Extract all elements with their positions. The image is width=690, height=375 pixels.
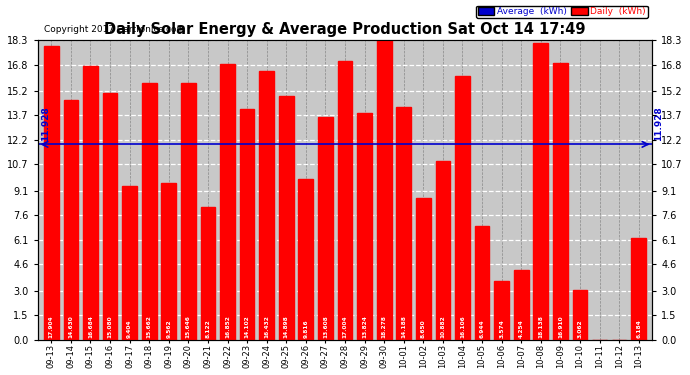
Bar	[103, 93, 117, 340]
Bar	[377, 40, 391, 340]
Text: 3.062: 3.062	[578, 320, 582, 338]
Text: 17.904: 17.904	[49, 315, 54, 338]
Bar	[161, 183, 176, 340]
Text: 15.080: 15.080	[108, 315, 112, 338]
Text: 16.106: 16.106	[460, 315, 465, 338]
Bar	[494, 281, 509, 340]
Legend: Average  (kWh), Daily  (kWh): Average (kWh), Daily (kWh)	[476, 6, 648, 18]
Bar	[181, 84, 196, 340]
Text: 10.882: 10.882	[440, 315, 446, 338]
Text: 18.138: 18.138	[538, 315, 543, 338]
Text: 6.944: 6.944	[480, 320, 484, 338]
Bar	[396, 107, 411, 340]
Text: 9.562: 9.562	[166, 320, 171, 338]
Bar	[63, 100, 78, 340]
Bar	[201, 207, 215, 340]
Bar	[435, 162, 451, 340]
Bar	[455, 76, 470, 340]
Bar	[122, 186, 137, 340]
Bar	[239, 109, 255, 340]
Text: 18.278: 18.278	[382, 315, 386, 338]
Bar	[299, 179, 313, 340]
Bar	[631, 238, 646, 340]
Bar	[553, 63, 568, 340]
Text: 17.004: 17.004	[342, 315, 348, 338]
Bar	[259, 70, 274, 340]
Text: 16.910: 16.910	[558, 315, 563, 338]
Text: 16.432: 16.432	[264, 315, 269, 338]
Bar	[318, 117, 333, 340]
Bar	[475, 226, 489, 340]
Text: 14.102: 14.102	[244, 315, 250, 338]
Text: Copyright 2017 Cartronics.com: Copyright 2017 Cartronics.com	[43, 25, 185, 34]
Text: 11.928: 11.928	[41, 106, 50, 141]
Text: 9.816: 9.816	[304, 320, 308, 338]
Text: 15.662: 15.662	[147, 315, 152, 338]
Bar	[220, 64, 235, 340]
Bar	[416, 198, 431, 340]
Bar	[279, 96, 294, 340]
Bar	[533, 43, 548, 340]
Text: 13.824: 13.824	[362, 315, 367, 338]
Bar	[44, 46, 59, 340]
Text: 14.188: 14.188	[402, 315, 406, 338]
Bar	[514, 270, 529, 340]
Text: 14.898: 14.898	[284, 315, 288, 338]
Text: 13.608: 13.608	[323, 315, 328, 338]
Bar	[142, 83, 157, 340]
Title: Daily Solar Energy & Average Production Sat Oct 14 17:49: Daily Solar Energy & Average Production …	[104, 22, 586, 38]
Bar	[357, 113, 372, 340]
Text: 14.630: 14.630	[68, 315, 73, 338]
Text: 3.574: 3.574	[499, 320, 504, 338]
Text: 8.650: 8.650	[421, 320, 426, 338]
Bar	[83, 66, 98, 340]
Bar	[337, 61, 353, 340]
Text: 6.184: 6.184	[636, 320, 641, 338]
Text: 11.928: 11.928	[654, 106, 663, 141]
Text: 16.684: 16.684	[88, 315, 93, 338]
Text: 15.646: 15.646	[186, 315, 191, 338]
Text: 4.254: 4.254	[519, 320, 524, 338]
Bar	[573, 290, 587, 340]
Text: 8.122: 8.122	[206, 320, 210, 338]
Text: 16.852: 16.852	[225, 315, 230, 338]
Text: 9.404: 9.404	[127, 320, 132, 338]
